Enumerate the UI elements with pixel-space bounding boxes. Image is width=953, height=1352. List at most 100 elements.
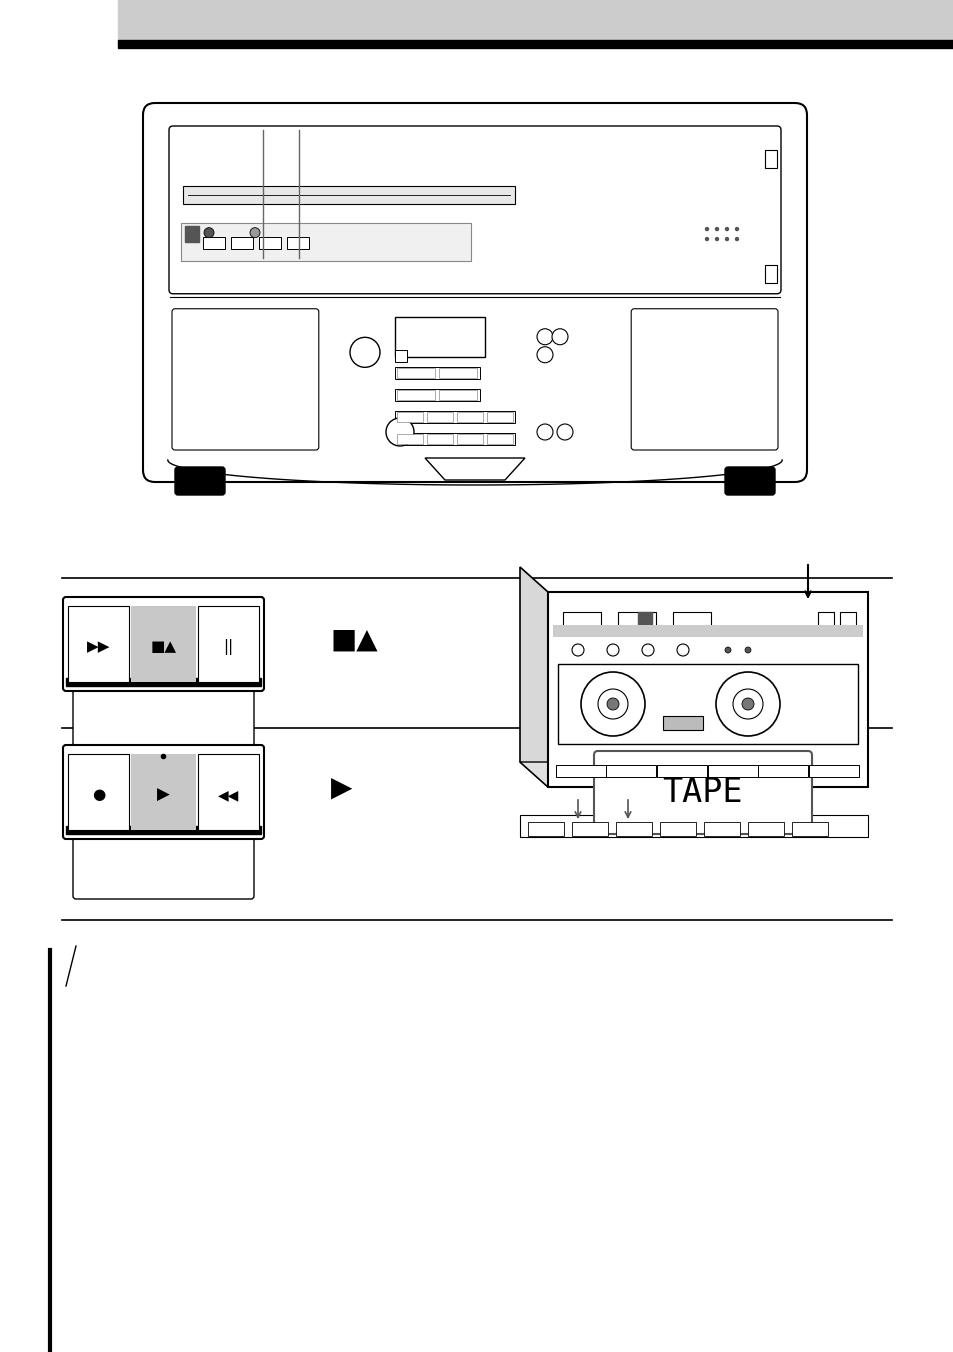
Circle shape bbox=[732, 690, 762, 719]
Bar bbox=[131, 606, 195, 681]
Bar bbox=[68, 606, 129, 681]
Circle shape bbox=[724, 227, 728, 231]
Bar bbox=[657, 765, 706, 777]
Circle shape bbox=[350, 338, 379, 368]
Bar bbox=[840, 612, 855, 626]
Bar bbox=[427, 434, 453, 443]
Bar bbox=[395, 316, 484, 357]
Bar bbox=[68, 754, 129, 830]
Bar bbox=[572, 822, 607, 836]
Circle shape bbox=[735, 227, 738, 231]
Bar bbox=[396, 434, 422, 443]
Bar bbox=[456, 412, 482, 422]
Circle shape bbox=[386, 418, 414, 446]
Bar bbox=[395, 411, 515, 423]
Bar bbox=[486, 434, 513, 443]
Circle shape bbox=[715, 227, 718, 231]
Circle shape bbox=[598, 690, 627, 719]
Circle shape bbox=[606, 698, 618, 710]
FancyBboxPatch shape bbox=[174, 466, 225, 495]
FancyBboxPatch shape bbox=[594, 750, 811, 834]
Circle shape bbox=[677, 644, 688, 656]
FancyBboxPatch shape bbox=[73, 836, 253, 899]
Bar bbox=[395, 433, 515, 445]
Circle shape bbox=[537, 346, 553, 362]
Circle shape bbox=[724, 238, 728, 241]
Bar bbox=[817, 612, 833, 626]
Bar bbox=[547, 592, 867, 787]
Bar bbox=[181, 223, 471, 261]
Bar bbox=[808, 765, 858, 777]
Circle shape bbox=[537, 425, 553, 439]
Text: ■▲: ■▲ bbox=[331, 626, 378, 654]
Bar bbox=[118, 41, 953, 49]
Bar bbox=[427, 412, 453, 422]
Circle shape bbox=[557, 425, 573, 439]
Bar bbox=[198, 606, 258, 681]
Circle shape bbox=[580, 672, 644, 735]
Bar bbox=[618, 612, 656, 626]
Bar bbox=[764, 150, 776, 168]
Circle shape bbox=[552, 329, 567, 345]
Bar bbox=[519, 815, 867, 837]
Bar bbox=[66, 826, 261, 834]
Bar bbox=[396, 412, 422, 422]
Bar bbox=[659, 822, 696, 836]
Bar bbox=[203, 237, 225, 249]
Circle shape bbox=[572, 644, 583, 656]
Text: ●: ● bbox=[91, 787, 105, 803]
Bar bbox=[662, 717, 702, 730]
Circle shape bbox=[537, 329, 553, 345]
FancyBboxPatch shape bbox=[169, 126, 781, 293]
Bar bbox=[183, 187, 515, 204]
Bar bbox=[486, 412, 513, 422]
Bar bbox=[672, 612, 710, 626]
Bar bbox=[395, 350, 407, 362]
FancyBboxPatch shape bbox=[73, 687, 253, 750]
Circle shape bbox=[735, 238, 738, 241]
Circle shape bbox=[204, 227, 213, 238]
Bar bbox=[118, 0, 953, 45]
FancyBboxPatch shape bbox=[172, 308, 318, 450]
Bar bbox=[396, 368, 435, 377]
Bar bbox=[438, 368, 476, 377]
Bar bbox=[553, 625, 862, 637]
Bar bbox=[638, 612, 651, 626]
Circle shape bbox=[641, 644, 654, 656]
Bar bbox=[66, 677, 261, 685]
FancyBboxPatch shape bbox=[724, 466, 774, 495]
Circle shape bbox=[715, 238, 718, 241]
Bar bbox=[231, 237, 253, 249]
Bar bbox=[438, 389, 476, 400]
Text: ◀◀: ◀◀ bbox=[217, 788, 239, 802]
Text: TAPE: TAPE bbox=[662, 776, 742, 808]
Bar bbox=[707, 765, 758, 777]
Bar bbox=[287, 237, 309, 249]
Bar bbox=[185, 226, 199, 242]
Text: ||: || bbox=[223, 639, 233, 654]
FancyBboxPatch shape bbox=[63, 745, 264, 840]
Bar bbox=[605, 765, 656, 777]
Bar bbox=[395, 389, 479, 400]
Circle shape bbox=[705, 238, 708, 241]
Bar bbox=[558, 664, 857, 744]
Polygon shape bbox=[424, 458, 524, 480]
FancyBboxPatch shape bbox=[63, 598, 264, 691]
FancyBboxPatch shape bbox=[631, 308, 778, 450]
Bar bbox=[791, 822, 827, 836]
Polygon shape bbox=[519, 763, 867, 787]
Bar bbox=[764, 265, 776, 283]
Text: ▶: ▶ bbox=[331, 773, 352, 802]
Bar bbox=[396, 389, 435, 400]
FancyBboxPatch shape bbox=[143, 103, 806, 483]
Bar bbox=[131, 754, 195, 830]
Circle shape bbox=[744, 648, 750, 653]
Text: ▶▶: ▶▶ bbox=[87, 639, 111, 654]
Circle shape bbox=[741, 698, 753, 710]
Circle shape bbox=[250, 227, 260, 238]
Bar bbox=[703, 822, 740, 836]
Circle shape bbox=[606, 644, 618, 656]
Bar bbox=[556, 765, 605, 777]
Bar bbox=[258, 237, 281, 249]
Polygon shape bbox=[519, 566, 547, 787]
